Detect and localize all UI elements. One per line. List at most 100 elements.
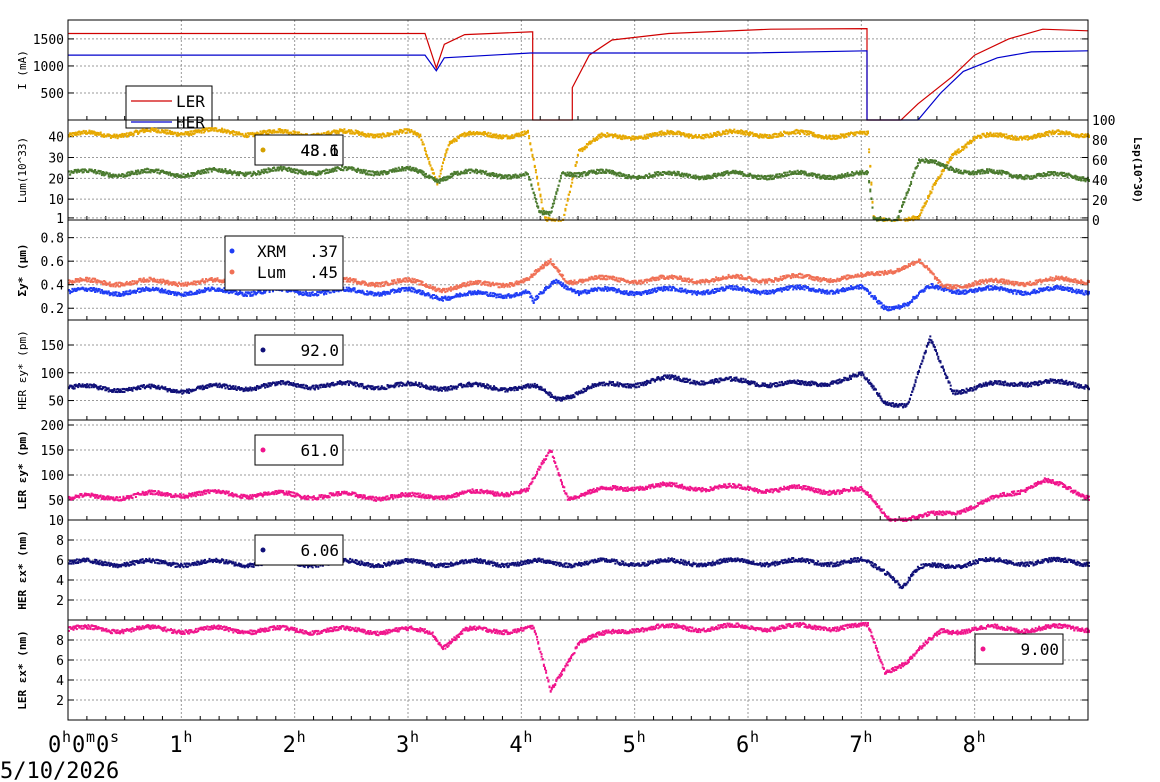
legend-label: HER xyxy=(176,113,205,132)
data-point xyxy=(529,296,532,299)
data-point xyxy=(355,130,358,133)
data-point xyxy=(207,130,210,133)
data-point xyxy=(487,135,490,138)
data-point xyxy=(164,131,167,134)
data-point xyxy=(81,171,84,174)
data-point xyxy=(165,171,168,173)
data-point xyxy=(221,290,223,292)
data-point xyxy=(659,288,662,291)
data-point xyxy=(405,167,408,170)
data-point xyxy=(597,286,600,289)
data-point xyxy=(182,172,185,175)
data-point xyxy=(302,173,305,176)
data-point xyxy=(839,136,842,139)
data-point xyxy=(387,134,390,137)
data-point xyxy=(358,289,361,292)
data-point xyxy=(391,133,393,135)
data-point xyxy=(724,171,727,174)
data-point xyxy=(1052,171,1055,173)
data-point xyxy=(1021,177,1024,180)
data-point xyxy=(717,172,720,175)
data-point xyxy=(933,162,936,165)
data-point xyxy=(409,165,412,168)
data-point xyxy=(660,173,663,176)
data-point xyxy=(610,172,613,175)
data-point xyxy=(383,133,386,136)
data-point xyxy=(114,136,117,139)
data-point xyxy=(1063,132,1066,135)
data-point xyxy=(333,169,336,172)
data-point xyxy=(1080,135,1083,138)
data-point xyxy=(317,170,320,173)
data-point xyxy=(782,134,784,137)
data-point xyxy=(984,136,987,139)
data-point xyxy=(709,177,712,180)
data-point xyxy=(1000,135,1003,138)
data-point xyxy=(282,131,285,134)
data-point xyxy=(839,133,842,136)
data-point xyxy=(95,132,98,134)
data-point xyxy=(443,178,446,181)
data-point xyxy=(213,127,216,130)
data-point xyxy=(685,291,688,294)
data-point xyxy=(274,130,277,133)
data-point xyxy=(224,129,227,132)
data-point xyxy=(567,173,570,176)
data-point xyxy=(897,216,900,219)
data-point xyxy=(729,171,732,174)
data-point xyxy=(644,289,647,292)
data-point xyxy=(657,171,660,173)
data-point xyxy=(702,134,705,136)
data-point xyxy=(306,172,308,175)
data-point xyxy=(217,287,220,290)
data-point xyxy=(112,291,115,294)
data-point xyxy=(285,130,288,133)
data-point xyxy=(440,168,443,171)
data-point xyxy=(130,291,133,294)
data-point xyxy=(848,133,851,135)
data-point xyxy=(432,177,435,179)
data-point xyxy=(300,292,303,295)
data-point xyxy=(780,173,783,176)
data-point xyxy=(122,175,125,178)
data-point xyxy=(444,176,447,179)
data-point xyxy=(1083,179,1086,182)
data-point xyxy=(596,138,599,141)
data-point xyxy=(728,172,731,175)
data-point xyxy=(476,172,478,175)
data-point xyxy=(731,132,733,135)
data-point xyxy=(131,171,134,174)
data-point xyxy=(912,215,915,218)
data-point xyxy=(821,174,824,177)
data-point xyxy=(940,170,943,173)
data-point xyxy=(579,174,582,177)
data-point xyxy=(312,133,315,136)
data-point xyxy=(236,292,239,295)
data-point xyxy=(223,130,226,133)
data-point xyxy=(597,134,600,137)
data-point xyxy=(540,198,543,201)
data-point xyxy=(122,173,125,176)
data-point xyxy=(794,172,797,175)
data-point xyxy=(697,292,699,295)
data-point xyxy=(190,175,193,178)
data-point xyxy=(70,170,73,173)
data-point xyxy=(784,132,787,134)
data-point xyxy=(175,174,178,177)
data-point xyxy=(772,135,775,138)
data-point xyxy=(209,129,212,132)
data-point xyxy=(695,290,698,293)
data-point xyxy=(87,131,90,134)
data-point xyxy=(474,169,477,172)
data-point xyxy=(1012,174,1015,177)
data-point xyxy=(86,288,89,291)
data-point xyxy=(380,294,383,297)
data-point xyxy=(998,132,1001,135)
data-point xyxy=(853,173,856,176)
data-point xyxy=(630,290,633,293)
data-point xyxy=(587,171,590,174)
data-point xyxy=(939,164,942,167)
data-point xyxy=(444,179,447,182)
data-point xyxy=(330,131,333,134)
